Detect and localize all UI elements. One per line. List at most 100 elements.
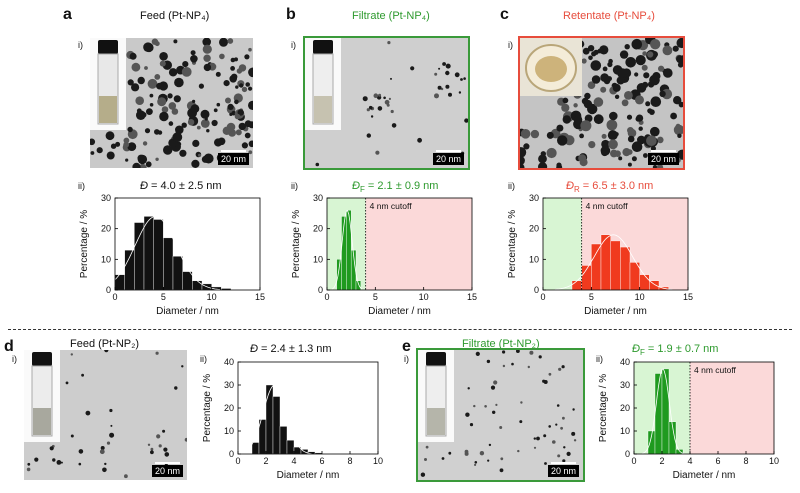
nanoparticle [366, 133, 371, 138]
nanoparticle [621, 99, 629, 107]
nanoparticle [248, 100, 253, 110]
panel-c-letter: c [500, 6, 509, 23]
nanoparticle [546, 147, 557, 159]
nanoparticle [127, 142, 137, 151]
nanoparticle [216, 102, 221, 107]
nanoparticle [201, 155, 209, 163]
nanoparticle [78, 462, 82, 466]
nanoparticle [538, 154, 547, 164]
y-axis-label: Percentage / % [507, 210, 518, 278]
nanoparticle [384, 99, 390, 105]
nanoparticle [627, 162, 632, 167]
nanoparticle [127, 79, 134, 86]
nanoparticle [144, 128, 151, 134]
nanoparticle [390, 77, 392, 80]
nanoparticle [215, 71, 221, 77]
nanoparticle [578, 154, 587, 163]
nanoparticle [222, 126, 231, 135]
nanoparticle [502, 350, 506, 354]
nanoparticle [81, 373, 84, 377]
nanoparticle [368, 105, 373, 110]
nanoparticle [584, 92, 591, 100]
x-tick-label: 6 [715, 456, 720, 466]
nanoparticle [362, 96, 368, 102]
nanoparticle [123, 137, 130, 144]
retentate-region [365, 198, 472, 290]
nanoparticle [167, 93, 173, 99]
panel-b-tem-image: 20 nm [305, 38, 468, 168]
x-tick-label: 10 [635, 292, 645, 302]
nanoparticle [150, 447, 154, 451]
nanoparticle [388, 97, 391, 100]
nanoparticle [110, 424, 113, 427]
nanoparticle [150, 450, 154, 455]
nanoparticle [495, 403, 498, 406]
histogram-bar [279, 426, 288, 455]
nanoparticle [642, 81, 649, 88]
nanoparticle [672, 45, 679, 52]
nanoparticle [202, 44, 212, 54]
nanoparticle [124, 474, 128, 479]
panel-d-title: Feed (Pt-NP₂) [70, 338, 140, 350]
panel-b-histogram: 4 nm cutoff 0 5 10 15 0 10 20 30 Diameter / nm Per… [291, 193, 477, 317]
nanoparticle [425, 445, 429, 449]
nanoparticle [492, 410, 496, 414]
cutoff-label: 4 nm cutoff [370, 201, 413, 211]
nanoparticle [647, 51, 654, 58]
nanoparticle [173, 95, 181, 103]
nanoparticle [155, 351, 159, 355]
panel-a-scale-bar: 20 nm [217, 150, 249, 165]
histogram-bar [143, 216, 154, 291]
nanoparticle [248, 67, 253, 78]
nanoparticle [174, 386, 178, 390]
nanoparticle [213, 108, 218, 113]
nanoparticle [642, 51, 647, 56]
y-tick-label: 30 [529, 193, 539, 203]
nanoparticle [234, 113, 241, 120]
panel-a-tem-image: 20 nm [90, 38, 253, 168]
nanoparticle [181, 365, 184, 368]
nanoparticle [131, 62, 141, 72]
panel-d-scale-bar: 20 nm [151, 462, 183, 477]
nanoparticle [500, 457, 504, 461]
panel-e-scale-bar: 20 nm [547, 462, 579, 477]
nanoparticle [557, 454, 561, 458]
nanoparticle [661, 85, 667, 91]
vial-icon [425, 352, 447, 437]
nanoparticle [587, 103, 598, 115]
nanoparticle [571, 431, 576, 436]
y-tick-label: 10 [529, 254, 539, 264]
nanoparticle [678, 101, 683, 108]
nanoparticle [581, 58, 587, 64]
plot-frame [114, 197, 261, 291]
histogram-bar [591, 243, 602, 291]
x-tick-label: 15 [683, 292, 693, 302]
panel-a-sub-i: i) [78, 40, 83, 50]
nanoparticle [390, 109, 394, 114]
nanoparticle [387, 41, 391, 45]
nanoparticle [145, 161, 152, 168]
nanoparticle [626, 114, 633, 120]
nanoparticle [187, 119, 195, 126]
nanoparticle [520, 155, 525, 166]
x-axis-label: Diameter / nm [277, 470, 340, 481]
nanoparticle [607, 61, 613, 68]
nanoparticle [556, 162, 562, 168]
nanoparticle [162, 429, 166, 433]
nanoparticle [315, 162, 320, 167]
nanoparticle [159, 111, 169, 122]
nanoparticle [135, 96, 144, 105]
nanoparticle [566, 451, 571, 456]
nanoparticle [552, 440, 556, 444]
nanoparticle [636, 114, 644, 122]
nanoparticle [437, 85, 442, 90]
nanoparticle [143, 42, 153, 52]
nanoparticle [56, 460, 62, 465]
nanoparticle [556, 124, 564, 132]
nanoparticle [536, 436, 540, 441]
x-tick-label: 10 [373, 456, 383, 466]
nanoparticle [519, 420, 523, 424]
nanoparticle [557, 135, 568, 146]
nanoparticle [200, 109, 210, 119]
nanoparticle [573, 103, 578, 108]
